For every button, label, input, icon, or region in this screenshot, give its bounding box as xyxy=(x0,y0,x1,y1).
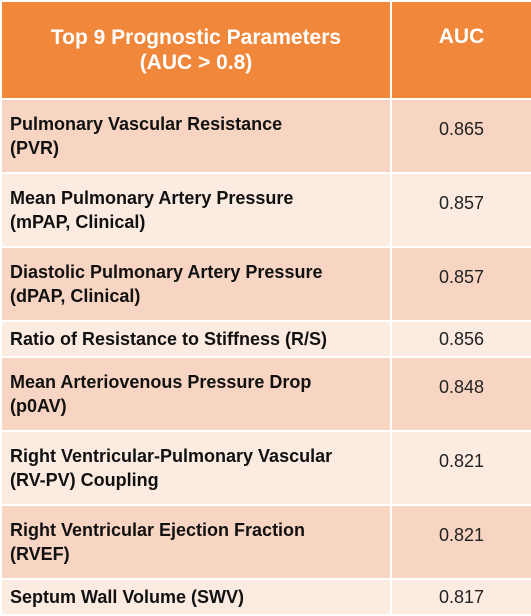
auc-cell: 0.857 xyxy=(390,172,531,248)
parameter-line2: (p0AV) xyxy=(10,396,67,416)
table-row: Right Ventricular-Pulmonary Vascular (RV… xyxy=(0,430,531,506)
header-row: Top 9 Prognostic Parameters (AUC > 0.8) … xyxy=(0,0,531,100)
parameter-line1: Mean Pulmonary Artery Pressure xyxy=(10,188,294,208)
parameter-line1: Septum Wall Volume (SWV) xyxy=(10,587,245,607)
parameter-line2: (mPAP, Clinical) xyxy=(10,212,146,232)
parameter-line1: Right Ventricular Ejection Fraction xyxy=(10,520,306,540)
auc-cell: 0.857 xyxy=(390,246,531,322)
parameter-cell: Ratio of Resistance to Stiffness (R/S) xyxy=(0,320,392,358)
auc-cell: 0.817 xyxy=(390,578,531,616)
table-row: Septum Wall Volume (SWV) 0.817 xyxy=(0,578,531,616)
table-row: Ratio of Resistance to Stiffness (R/S) 0… xyxy=(0,320,531,358)
table-row: Right Ventricular Ejection Fraction (RVE… xyxy=(0,504,531,580)
auc-cell: 0.848 xyxy=(390,356,531,432)
parameter-cell: Mean Arteriovenous Pressure Drop (p0AV) xyxy=(0,356,392,432)
table-row: Mean Pulmonary Artery Pressure (mPAP, Cl… xyxy=(0,172,531,248)
parameter-cell: Pulmonary Vascular Resistance (PVR) xyxy=(0,98,392,174)
header-parameter: Top 9 Prognostic Parameters (AUC > 0.8) xyxy=(0,0,392,100)
parameter-cell: Right Ventricular Ejection Fraction (RVE… xyxy=(0,504,392,580)
parameter-line1: Ratio of Resistance to Stiffness (R/S) xyxy=(10,329,328,349)
parameter-cell: Diastolic Pulmonary Artery Pressure (dPA… xyxy=(0,246,392,322)
parameter-line1: Right Ventricular-Pulmonary Vascular xyxy=(10,446,333,466)
parameter-line1: Pulmonary Vascular Resistance xyxy=(10,114,283,134)
parameter-line2: (PVR) xyxy=(10,138,59,158)
table-row: Pulmonary Vascular Resistance (PVR) 0.86… xyxy=(0,98,531,174)
header-auc: AUC xyxy=(390,0,531,100)
parameter-line1: Diastolic Pulmonary Artery Pressure xyxy=(10,262,323,282)
table-row: Mean Arteriovenous Pressure Drop (p0AV) … xyxy=(0,356,531,432)
header-parameter-line2: (AUC > 0.8) xyxy=(139,51,253,74)
auc-cell: 0.821 xyxy=(390,430,531,506)
parameter-line1: Mean Arteriovenous Pressure Drop xyxy=(10,372,312,392)
auc-cell: 0.821 xyxy=(390,504,531,580)
table-row: Diastolic Pulmonary Artery Pressure (dPA… xyxy=(0,246,531,322)
auc-cell: 0.865 xyxy=(390,98,531,174)
parameter-line2: (RVEF) xyxy=(10,544,70,564)
parameter-line2: (RV-PV) Coupling xyxy=(10,470,159,490)
parameter-line2: (dPAP, Clinical) xyxy=(10,286,141,306)
parameter-cell: Mean Pulmonary Artery Pressure (mPAP, Cl… xyxy=(0,172,392,248)
header-parameter-line1: Top 9 Prognostic Parameters xyxy=(50,26,342,49)
parameter-cell: Septum Wall Volume (SWV) xyxy=(0,578,392,616)
auc-cell: 0.856 xyxy=(390,320,531,358)
parameter-cell: Right Ventricular-Pulmonary Vascular (RV… xyxy=(0,430,392,506)
